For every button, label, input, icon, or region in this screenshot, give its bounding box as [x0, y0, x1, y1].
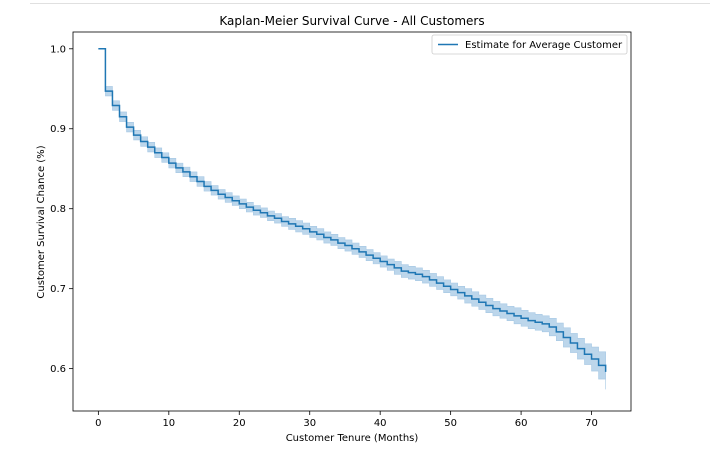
- x-axis-ticks: 0 10 20 30 40 50 60 70: [95, 411, 598, 429]
- x-tick-label: 10: [162, 418, 175, 429]
- legend-entry: Estimate for Average Customer: [465, 40, 623, 51]
- y-tick-label: 0.6: [50, 364, 66, 375]
- plot-area: [98, 48, 607, 390]
- confidence-band-area: [98, 48, 606, 390]
- x-axis-label: Customer Tenure (Months): [286, 433, 419, 444]
- plot-frame: [72, 31, 632, 412]
- chart-title: Kaplan-Meier Survival Curve - All Custom…: [219, 14, 484, 28]
- legend: Estimate for Average Customer: [431, 34, 628, 55]
- window-top-border: [30, 0, 710, 4]
- y-tick-label: 0.8: [50, 204, 66, 215]
- y-tick-label: 0.9: [50, 124, 66, 135]
- x-tick-label: 60: [515, 418, 528, 429]
- confidence-band: [98, 48, 606, 390]
- x-tick-label: 70: [585, 418, 598, 429]
- y-tick-label: 1.0: [50, 44, 66, 55]
- y-tick-label: 0.7: [50, 284, 66, 295]
- y-axis-label: Customer Survival Chance (%): [36, 145, 47, 298]
- x-tick-label: 50: [444, 418, 457, 429]
- survival-step-line: [98, 48, 607, 372]
- legend-box: [431, 34, 628, 55]
- x-tick-label: 30: [303, 418, 316, 429]
- x-tick-label: 40: [374, 418, 387, 429]
- x-tick-label: 0: [95, 418, 101, 429]
- survival-line: [98, 48, 607, 372]
- y-axis-ticks: 0.6 0.7 0.8 0.9 1.0: [50, 44, 73, 375]
- x-tick-label: 20: [233, 418, 246, 429]
